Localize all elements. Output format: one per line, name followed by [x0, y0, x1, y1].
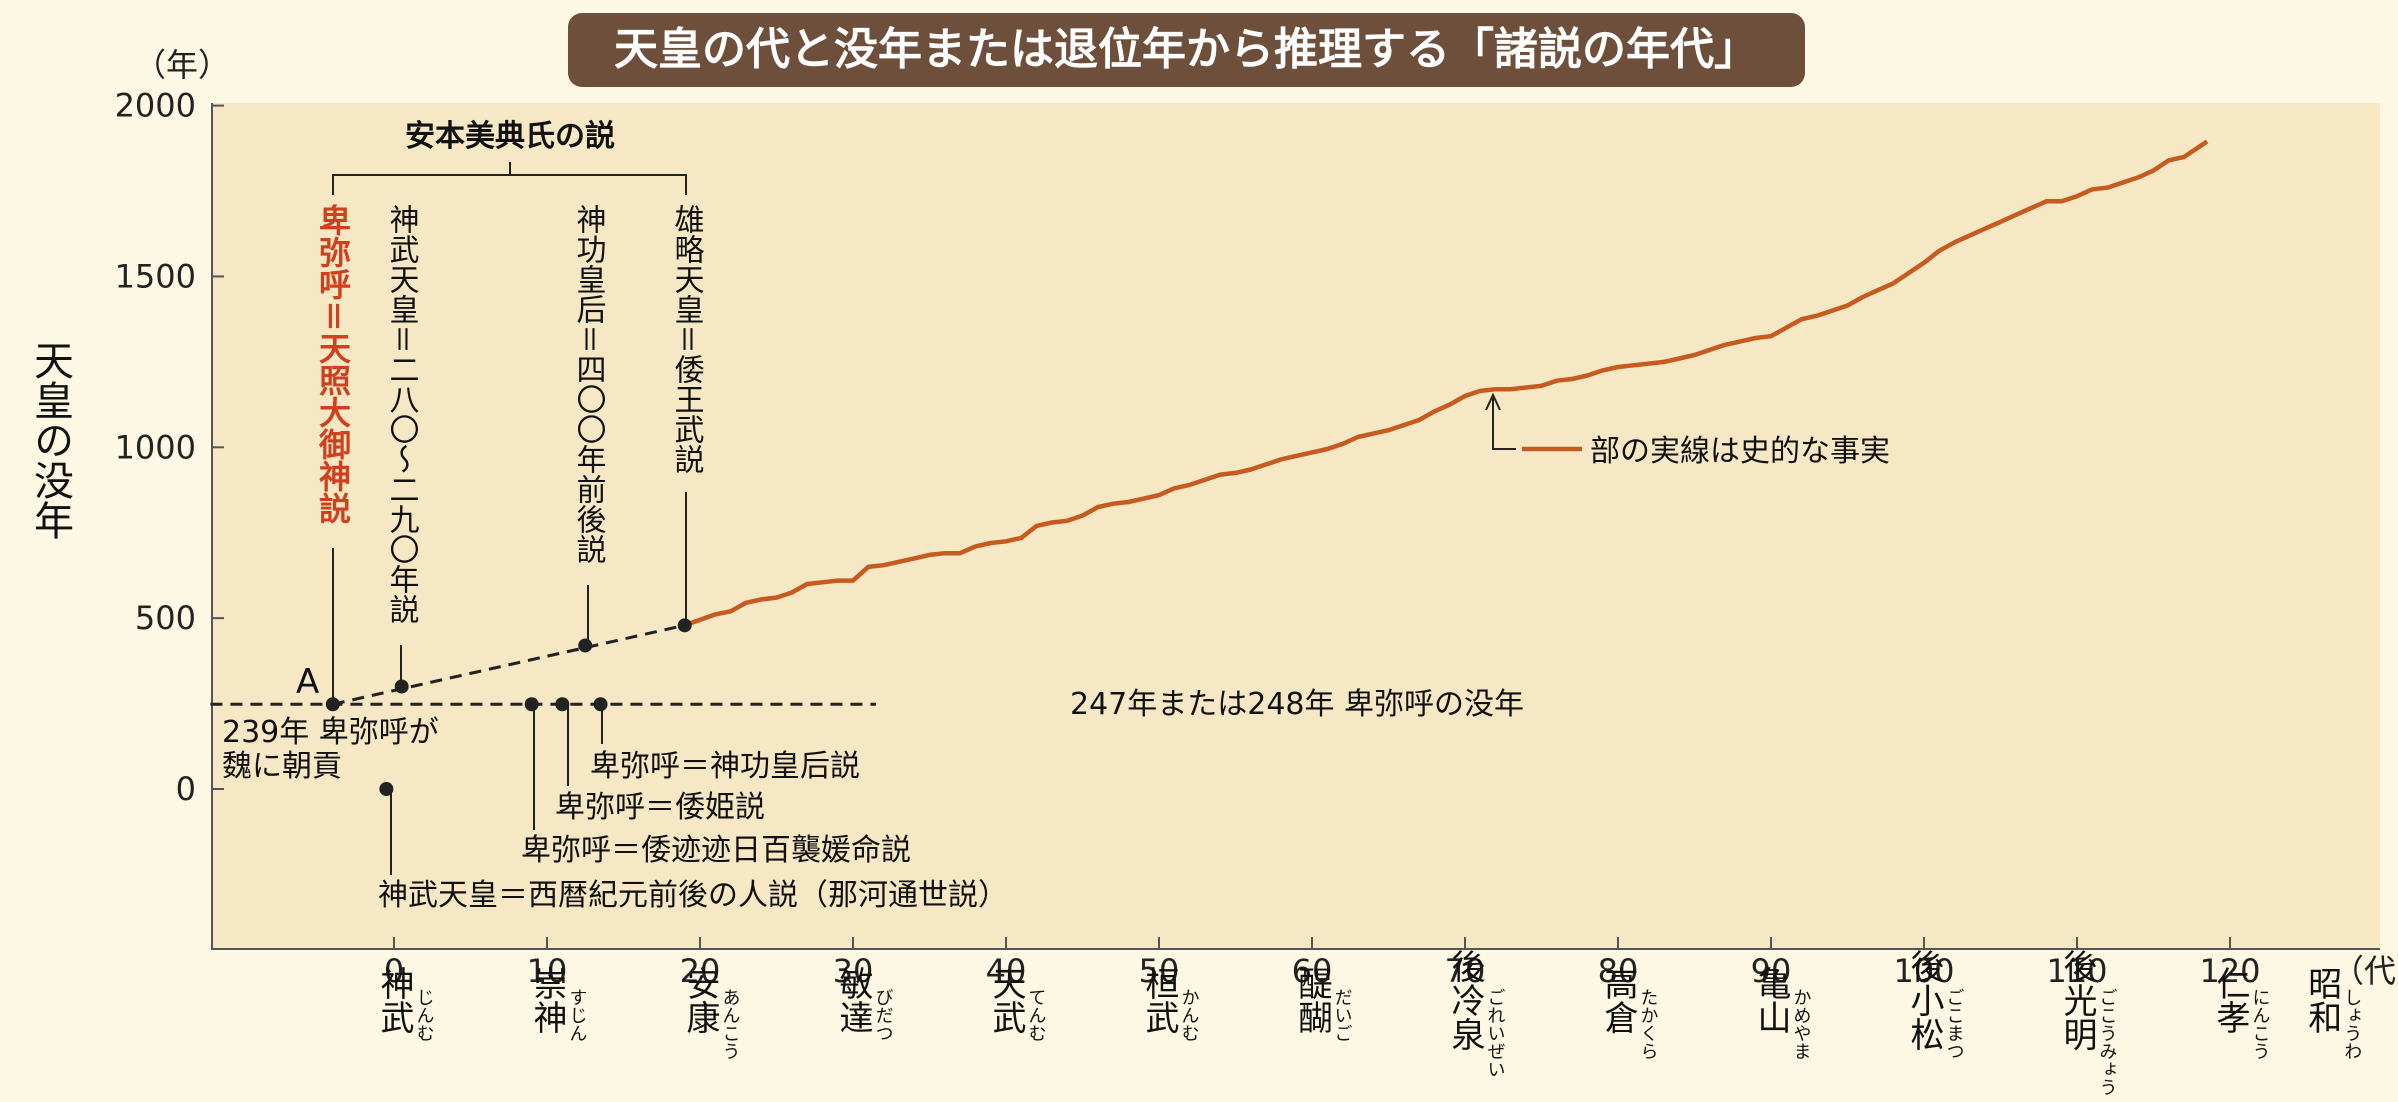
data-point: [593, 697, 608, 712]
ann-himiko-amaterasu: 卑弥呼＝天照大御神説: [314, 204, 352, 525]
x-tick-name: 神武: [374, 966, 414, 1034]
x-tick-name: 桓武: [1139, 966, 1179, 1034]
x-tick-ruby: かめやま: [1791, 988, 1812, 1060]
data-point: [677, 618, 692, 633]
x-tick-label: 10: [527, 952, 568, 990]
y-tick-label: 0: [176, 770, 196, 808]
x-tick-ruby: あんこう: [720, 988, 741, 1060]
x-tick-label: 80: [1598, 952, 1639, 990]
y-axis-label: 天皇の没年: [27, 340, 73, 540]
y-tick-label: 1500: [115, 257, 196, 295]
x-unit-label: （代）: [2332, 952, 2398, 990]
x-tick-label: 120: [2199, 952, 2260, 990]
ann-himiko-death: 247年または248年 卑弥呼の没年: [1070, 687, 1524, 722]
data-point: [555, 697, 570, 712]
ann-himiko-jingu: 卑弥呼＝神功皇后説: [590, 749, 860, 784]
x-tick-ruby: しょうわ: [2341, 988, 2362, 1060]
legend-label: 部の実線は史的な事実: [1590, 434, 1890, 469]
data-point: [379, 782, 394, 796]
x-tick-name: 敏達: [833, 966, 873, 1034]
data-point: [394, 679, 409, 694]
data-point: [524, 697, 539, 712]
x-tick-name: 亀山: [1751, 966, 1791, 1034]
x-tick-ruby: じんむ: [414, 988, 435, 1042]
ann-point-a: A: [296, 662, 319, 702]
x-tick-label: 70: [1445, 952, 1486, 990]
data-point: [325, 697, 340, 712]
ann-yasumoto: 安本美典氏の説: [405, 119, 615, 154]
data-point: [578, 638, 593, 653]
x-tick-ruby: ごこうみょう: [2097, 988, 2118, 1096]
chart-title: 天皇の代と没年または退位年から推理する「諸説の年代」: [614, 24, 1758, 75]
series-line: [683, 139, 2209, 628]
x-tick-label: 30: [833, 952, 874, 990]
x-ticks: 0神武 じんむ10崇神 すじん20安康 あんこう30敏達 びだつ40天武 てんむ50桓武か…: [374, 937, 2362, 1096]
x-tick-label: 50: [1139, 952, 1180, 990]
x-tick-label: 90: [1751, 952, 1792, 990]
x-tick-label: 40: [986, 952, 1027, 990]
ann-tribute-1: 239年 卑弥呼が: [222, 715, 439, 750]
x-tick-name: 高倉: [1598, 966, 1638, 1034]
x-tick-name: 後冷泉: [1445, 949, 1485, 1051]
y-tick-label: 1000: [115, 428, 196, 466]
x-tick-name: 安康: [680, 966, 720, 1034]
ann-himiko-yamatohime: 卑弥呼＝倭姫説: [555, 790, 765, 825]
x-tick-name: 崇神: [527, 966, 567, 1034]
ann-naka: 神武天皇＝西暦紀元前後の人説（那河通世説）: [378, 878, 1008, 913]
x-tick-name: 仁孝: [2210, 966, 2250, 1034]
x-tick-ruby: ごれいぜい: [1485, 988, 1506, 1078]
x-tick-ruby: かんむ: [1179, 988, 1200, 1042]
title-bar: [568, 13, 1805, 87]
x-tick-name: 後光明: [2057, 949, 2097, 1051]
dashed-line: [332, 623, 686, 706]
y-ticks: 2000 1500 1000 500 0: [115, 87, 224, 808]
x-tick-label: 60: [1292, 952, 1333, 990]
axes: [211, 103, 2380, 950]
y-tick-label: 2000: [115, 87, 196, 125]
x-tick-label: 100: [1893, 952, 1954, 990]
x-tick-ruby: ごこまつ: [1944, 988, 1965, 1060]
y-tick-label: 500: [135, 599, 196, 637]
x-tick-name: 天武: [986, 966, 1026, 1034]
legend-arrow-head: [1485, 392, 1501, 411]
ann-jimmu-280: 神武天皇＝二八〇～二九〇年説: [384, 204, 420, 624]
ann-tribute-2: 魏に朝貢: [222, 749, 342, 784]
x-tick-name: 昭和: [2302, 966, 2342, 1034]
x-tick-name: 後小松: [1904, 949, 1944, 1051]
x-tick-ruby: てんむ: [1026, 988, 1047, 1042]
ann-jingu-400: 神功皇后＝四〇〇年前後説: [571, 204, 607, 564]
x-tick-label: 110: [2046, 952, 2107, 990]
x-tick-label: 20: [680, 952, 721, 990]
x-tick-label: 0: [384, 952, 404, 990]
x-tick-ruby: にんこう: [2250, 988, 2271, 1060]
y-unit-label: （年）: [134, 46, 230, 84]
x-tick-ruby: すじん: [567, 988, 588, 1042]
leader-lines: [332, 162, 1582, 875]
dashed-lines: [210, 623, 876, 706]
x-tick-ruby: びだつ: [873, 988, 894, 1042]
x-tick-ruby: たかくら: [1638, 988, 1659, 1060]
plot-area: [212, 103, 2380, 949]
data-points: [325, 618, 692, 796]
ann-yuryaku: 雄略天皇＝倭王武説: [669, 204, 705, 474]
ann-himiko-momoso: 卑弥呼＝倭迹迹日百襲媛命説: [521, 833, 911, 868]
x-tick-ruby: だいご: [1332, 988, 1353, 1042]
x-tick-name: 醍醐: [1292, 966, 1332, 1034]
